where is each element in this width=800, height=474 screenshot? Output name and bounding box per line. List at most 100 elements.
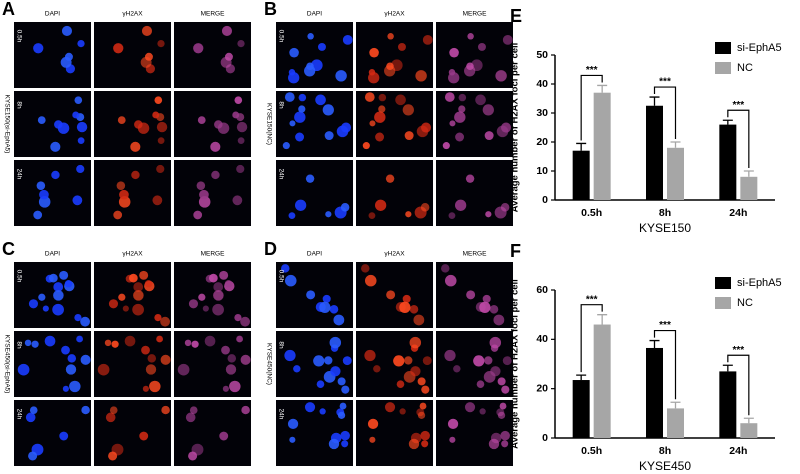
- cell: [304, 65, 316, 77]
- chart-letter: E: [510, 6, 522, 26]
- legend-label: NC: [737, 62, 753, 74]
- cell: [157, 39, 165, 48]
- cell: [306, 290, 316, 300]
- cell: [385, 174, 395, 183]
- cell: [307, 33, 314, 40]
- cell: [282, 142, 290, 150]
- cell: [402, 294, 411, 303]
- significance-bracket: [653, 329, 677, 400]
- cell: [465, 174, 475, 183]
- cell: [484, 131, 494, 141]
- cell: [420, 122, 432, 133]
- cell: [284, 92, 295, 102]
- legend-swatch: [715, 277, 731, 289]
- cell: [133, 290, 144, 301]
- error-bar: [722, 364, 733, 372]
- y-tick-label: 0: [542, 432, 548, 444]
- bar: [646, 105, 663, 200]
- row-label: 8h: [15, 101, 22, 109]
- column-label: MERGE: [463, 251, 488, 258]
- cell: [76, 164, 85, 174]
- cell: [139, 431, 149, 441]
- cell: [298, 93, 307, 102]
- cell: [234, 313, 242, 322]
- column-label: MERGE: [201, 251, 226, 258]
- cell: [53, 282, 64, 292]
- cell: [497, 411, 506, 419]
- cell: [413, 314, 425, 326]
- y-tick-label: 30: [536, 107, 548, 119]
- cell: [473, 355, 485, 367]
- cell: [67, 354, 77, 363]
- cell: [458, 93, 467, 102]
- cell: [113, 210, 123, 220]
- cell: [122, 305, 129, 312]
- cell: [210, 141, 221, 152]
- cell: [298, 105, 306, 113]
- cell: [330, 366, 341, 377]
- cell: [482, 294, 491, 303]
- legend-label: si-EphA5: [737, 277, 782, 289]
- cell: [229, 380, 241, 393]
- row-label: 24h: [277, 169, 284, 180]
- x-axis-label: KYSE450: [639, 459, 691, 473]
- legend-swatch: [715, 42, 731, 54]
- cell: [453, 365, 461, 373]
- micrograph: [94, 22, 171, 88]
- significance-bracket: [653, 86, 677, 139]
- column-label: γH2AX: [384, 251, 405, 258]
- cell: [81, 405, 90, 415]
- cell: [500, 430, 510, 441]
- cell: [288, 72, 300, 84]
- cell: [387, 33, 394, 40]
- cell: [197, 116, 206, 125]
- cell: [399, 408, 406, 415]
- cell: [329, 304, 339, 314]
- error-bar: [722, 119, 733, 125]
- legend-swatch: [715, 62, 731, 74]
- cell: [28, 299, 39, 309]
- panel-letter: D: [264, 239, 277, 259]
- cell: [76, 335, 83, 343]
- cell: [232, 195, 243, 206]
- cell: [193, 43, 204, 54]
- cell: [60, 56, 72, 68]
- side-label: KYSE450(si-EphA5): [3, 335, 10, 394]
- column-label: γH2AX: [122, 251, 143, 258]
- row-label: 8h: [15, 341, 22, 349]
- cell: [44, 335, 56, 347]
- cell: [177, 363, 190, 376]
- cell: [294, 199, 307, 211]
- bar: [719, 371, 737, 438]
- cell: [33, 43, 44, 54]
- cell: [317, 42, 326, 51]
- cell: [61, 25, 73, 36]
- row-label: 24h: [277, 409, 284, 420]
- cell: [105, 412, 116, 423]
- cell: [501, 385, 510, 394]
- cell: [455, 132, 465, 142]
- cell: [479, 301, 491, 314]
- cell: [319, 301, 331, 314]
- x-tick-label: 8h: [659, 445, 671, 457]
- cell: [502, 34, 513, 45]
- cell: [289, 47, 299, 58]
- error-bar: [649, 339, 660, 348]
- cell: [31, 340, 39, 348]
- cell: [185, 412, 196, 423]
- x-tick-label: 0.5h: [581, 207, 602, 219]
- cell: [62, 385, 69, 392]
- cell: [337, 377, 346, 386]
- cell: [284, 349, 296, 362]
- cell: [293, 365, 301, 373]
- cell: [335, 70, 347, 82]
- cell: [154, 96, 163, 104]
- cell: [240, 316, 250, 327]
- cell: [404, 356, 413, 365]
- cell: [415, 70, 427, 82]
- cell: [198, 293, 206, 301]
- cell: [477, 42, 486, 51]
- cell: [409, 336, 422, 349]
- cell: [80, 316, 90, 327]
- cell: [399, 301, 411, 314]
